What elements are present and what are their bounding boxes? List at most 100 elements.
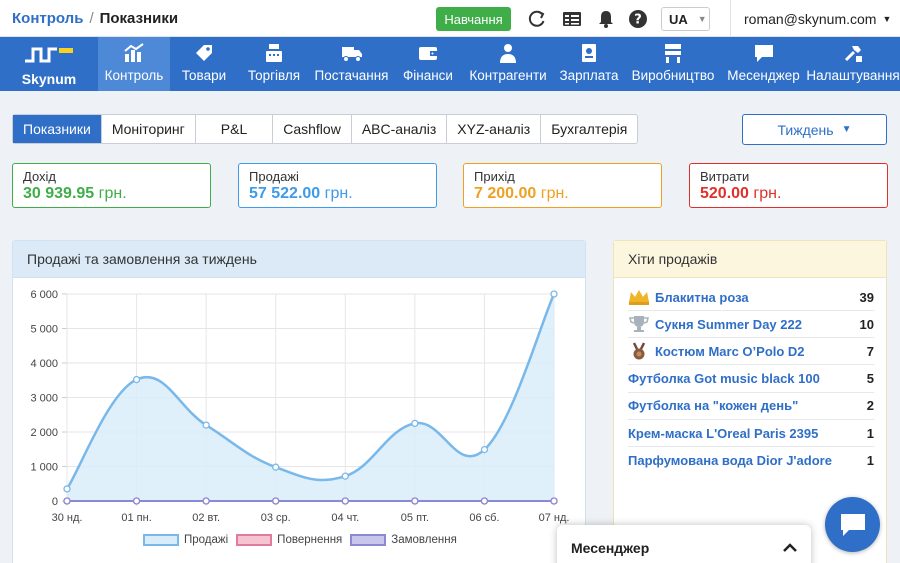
logo[interactable]: Skynum: [0, 37, 98, 91]
chevron-up-icon[interactable]: [783, 542, 797, 553]
data-point[interactable]: [411, 419, 419, 428]
data-point[interactable]: [63, 497, 71, 505]
top-seller-name[interactable]: Крем-маска L'Oreal Paris 2395: [628, 425, 819, 441]
tab-cashflow[interactable]: Cashflow: [273, 115, 352, 143]
stat-currency: грн.: [324, 185, 353, 202]
user-menu[interactable]: roman@skynum.com ▼: [730, 0, 891, 37]
nav-item-supply[interactable]: Постачання: [310, 37, 393, 91]
data-point[interactable]: [132, 375, 141, 384]
legend-item[interactable]: Продажі: [143, 534, 228, 546]
learn-button[interactable]: Навчання: [436, 7, 511, 31]
period-dropdown[interactable]: Тиждень ▼: [742, 114, 887, 145]
top-bar: Контроль / Показники Навчання ? UA ▼ rom…: [0, 0, 900, 37]
nav-item-label: Фінанси: [403, 68, 453, 83]
top-seller-row[interactable]: Крем-маска L'Oreal Paris 2395 1: [628, 420, 874, 447]
top-seller-name[interactable]: Сукня Summer Day 222: [655, 316, 802, 332]
chart-icon: [124, 43, 144, 62]
data-point[interactable]: [272, 497, 280, 505]
breadcrumb-separator: /: [89, 10, 94, 27]
legend-label: Продажі: [184, 534, 229, 546]
top-seller-row[interactable]: Костюм Marc O’Polo D2 7: [628, 338, 874, 366]
data-point[interactable]: [550, 290, 558, 298]
nav-item-settings[interactable]: Налаштування: [806, 37, 900, 91]
factory-icon: [665, 44, 681, 63]
x-tick-label: 05 пт.: [401, 512, 429, 524]
tools-icon: [844, 46, 862, 62]
breadcrumb-root-link[interactable]: Контроль: [12, 10, 84, 27]
top-seller-name[interactable]: Парфумована вода Dior J'adore: [628, 453, 832, 469]
top-seller-name[interactable]: Костюм Marc O’Polo D2: [655, 343, 805, 359]
top-seller-row[interactable]: Парфумована вода Dior J'adore 1: [628, 447, 874, 474]
stat-value: 7 200.00 грн.: [474, 185, 651, 203]
chart-panel-title: Продажі та замовлення за тиждень: [13, 241, 585, 278]
legend-swatch: [236, 534, 273, 546]
tab-xyz[interactable]: XYZ-аналіз: [447, 115, 542, 143]
legend-item[interactable]: Замовлення: [350, 534, 457, 546]
nav-item-label: Месенджер: [727, 68, 800, 83]
x-tick-label: 02 вт.: [192, 512, 220, 524]
language-select[interactable]: UA ▼: [661, 7, 710, 31]
tag-icon: [196, 45, 212, 61]
stat-card-expenses: Витрати 520.00 грн.: [689, 163, 888, 208]
top-seller-count: 5: [866, 371, 874, 387]
data-point[interactable]: [202, 421, 210, 429]
nav-item-control[interactable]: Контроль: [98, 37, 170, 91]
stat-amount: 57 522.00: [249, 185, 321, 202]
nav-item-counterparties[interactable]: Контрагенти: [463, 37, 553, 91]
top-seller-row[interactable]: Сукня Summer Day 222 10: [628, 311, 874, 339]
data-point[interactable]: [411, 497, 419, 505]
user-email: roman@skynum.com: [744, 10, 877, 27]
nav-item-finance[interactable]: Фінанси: [393, 37, 463, 91]
tab-accounting[interactable]: Бухгалтерія: [551, 121, 628, 137]
top-seller-name[interactable]: Футболка на "кожен день": [628, 398, 799, 414]
stat-label: Продажі: [249, 169, 299, 184]
top-sellers-title: Хіти продажів: [614, 241, 886, 278]
nav-item-production[interactable]: Виробництво: [625, 37, 721, 91]
tab-indicators[interactable]: Показники: [13, 115, 102, 143]
nav-item-messenger[interactable]: Месенджер: [721, 37, 806, 91]
messenger-widget[interactable]: Месенджер: [557, 525, 811, 563]
register-icon[interactable]: [562, 9, 582, 29]
data-point[interactable]: [202, 497, 210, 505]
chat-bubble-icon: [840, 513, 865, 536]
y-tick-label: 5 000: [30, 324, 58, 336]
legend-item[interactable]: Повернення: [236, 534, 342, 546]
legend-swatch: [143, 534, 179, 546]
payroll-icon: [582, 44, 596, 62]
top-seller-row[interactable]: Футболка Got music black 100 5: [628, 366, 874, 393]
refresh-icon[interactable]: [527, 9, 547, 29]
nav-item-label: Торгівля: [247, 68, 301, 83]
data-point[interactable]: [341, 497, 349, 505]
top-seller-count: 1: [866, 453, 874, 469]
svg-text:?: ?: [634, 13, 642, 28]
tab-pnl[interactable]: P&L: [196, 115, 274, 143]
data-point[interactable]: [272, 463, 280, 471]
top-seller-count: 7: [866, 343, 874, 359]
data-point[interactable]: [63, 485, 71, 493]
data-point[interactable]: [480, 497, 489, 505]
nav-item-label: Налаштування: [806, 68, 900, 83]
nav-item-trade[interactable]: Торгівля: [238, 37, 310, 91]
top-seller-name[interactable]: Блакитна роза: [655, 289, 749, 305]
nav-item-label: Зарплата: [559, 68, 619, 83]
data-point[interactable]: [480, 445, 489, 454]
top-seller-row[interactable]: Футболка на "кожен день" 2: [628, 393, 874, 420]
bell-icon[interactable]: [596, 9, 616, 29]
chat-button[interactable]: [825, 497, 880, 552]
nav-item-salary[interactable]: Зарплата: [553, 37, 625, 91]
tab-abc[interactable]: ABC-аналіз: [352, 115, 448, 143]
help-icon[interactable]: ?: [628, 9, 648, 29]
top-seller-count: 1: [866, 425, 874, 441]
nav-item-goods[interactable]: Товари: [170, 37, 238, 91]
top-seller-row[interactable]: Блакитна роза 39: [628, 284, 874, 311]
data-point[interactable]: [341, 472, 349, 480]
top-seller-name[interactable]: Футболка Got music black 100: [628, 371, 820, 387]
y-tick-label: 3 000: [30, 393, 58, 405]
tab-monitoring[interactable]: Моніторинг: [102, 115, 196, 143]
top-seller-count: 2: [866, 398, 874, 414]
stat-label: Прихід: [474, 169, 515, 184]
stat-value: 30 939.95 грн.: [23, 185, 200, 203]
data-point[interactable]: [550, 497, 558, 505]
data-point[interactable]: [132, 497, 141, 505]
stat-currency: грн.: [98, 185, 127, 202]
